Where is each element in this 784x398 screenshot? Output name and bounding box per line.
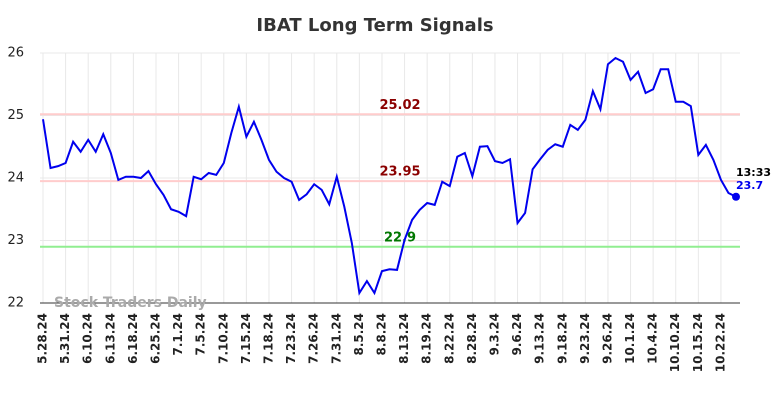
y-tick-label: 22: [7, 296, 24, 311]
y-tick-label: 26: [7, 46, 24, 61]
x-tick-label: 6.25.24: [148, 313, 162, 364]
x-tick-label: 6.10.24: [81, 313, 95, 364]
price-line: [42, 56, 737, 296]
x-tick-label: 7.1.24: [171, 313, 185, 356]
signal-label: 25.02: [379, 98, 420, 113]
x-tick-label: 10.22.24: [713, 313, 727, 372]
x-tick-label: 10.15.24: [691, 313, 705, 372]
x-tick-label: 7.26.24: [307, 313, 321, 364]
x-tick-label: 8.8.24: [374, 313, 388, 356]
x-tick-label: 7.15.24: [239, 313, 253, 364]
x-tick-label: 5.28.24: [36, 313, 50, 364]
chart-title: IBAT Long Term Signals: [256, 15, 493, 36]
y-tick-label: 23: [7, 233, 24, 248]
x-tick-label: 7.23.24: [284, 313, 298, 364]
x-tick-label: 7.31.24: [329, 313, 343, 364]
x-tick-label: 5.31.24: [58, 313, 72, 364]
signal-label: 23.95: [379, 165, 420, 180]
x-tick-label: 8.28.24: [465, 313, 479, 364]
x-tick-label: 7.18.24: [261, 313, 275, 364]
x-tick-label: 6.13.24: [103, 313, 117, 364]
x-tick-label: 9.23.24: [578, 313, 592, 364]
x-tick-label: 8.22.24: [442, 313, 456, 364]
time-label: 13:33: [736, 166, 771, 179]
y-tick-label: 24: [7, 171, 24, 186]
x-tick-label: 9.6.24: [510, 313, 524, 356]
x-tick-label: 9.26.24: [600, 313, 614, 364]
x-tick-label: 6.18.24: [126, 313, 140, 364]
last-point: [732, 192, 740, 201]
x-tick-label: 10.10.24: [668, 313, 682, 372]
x-tick-label: 10.4.24: [646, 313, 660, 364]
signal-label: 22.9: [384, 230, 416, 245]
x-tick-label: 7.10.24: [216, 313, 230, 364]
last-value-label: 23.7: [736, 179, 763, 192]
x-tick-label: 7.5.24: [194, 313, 208, 356]
x-tick-label: 8.13.24: [397, 313, 411, 364]
x-tick-label: 8.19.24: [420, 313, 434, 364]
x-tick-label: 9.18.24: [555, 313, 569, 364]
x-tick-label: 9.3.24: [487, 313, 501, 356]
x-tick-label: 8.5.24: [352, 313, 366, 356]
x-tick-label: 9.13.24: [533, 313, 547, 364]
watermark: Stock Traders Daily: [54, 295, 207, 311]
x-tick-label: 10.1.24: [623, 313, 637, 364]
y-tick-label: 25: [7, 108, 24, 123]
